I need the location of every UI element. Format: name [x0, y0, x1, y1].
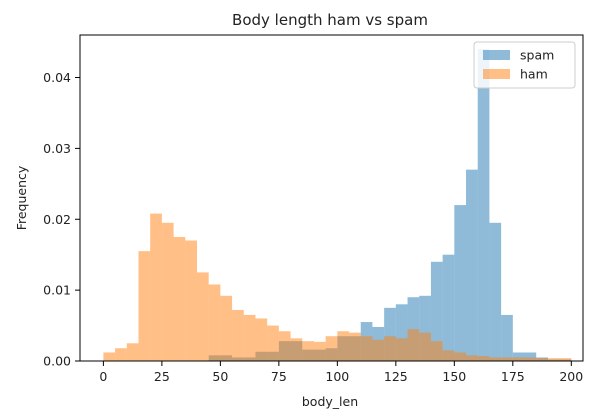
- spam-bar: [477, 49, 490, 361]
- ham-bar: [313, 341, 326, 361]
- x-tick-label: 150: [442, 369, 466, 384]
- spam-bar: [430, 261, 443, 361]
- ham-bar: [524, 357, 537, 361]
- x-axis: 0 25 50 75 100 125 150 175 200: [99, 361, 583, 384]
- ham-legend-label: ham: [520, 67, 548, 82]
- ham-bar: [547, 358, 560, 361]
- spam-bar: [524, 352, 537, 361]
- spam-bar: [512, 352, 525, 361]
- spam-bar: [489, 222, 502, 361]
- ham-bar: [454, 352, 467, 361]
- ham-bar: [161, 222, 174, 361]
- ham-bar: [232, 309, 244, 361]
- ham-bar: [395, 338, 408, 361]
- spam-bar: [419, 295, 431, 361]
- ham-bar: [466, 355, 478, 361]
- ham-bar: [325, 336, 338, 361]
- x-tick-label: 200: [559, 369, 583, 384]
- ham-bar: [115, 348, 127, 361]
- ham-bar: [185, 240, 197, 361]
- ham-bar: [103, 352, 116, 361]
- ham-bar: [372, 339, 385, 361]
- x-axis-label: body_len: [302, 394, 358, 409]
- ham-bar: [138, 251, 151, 361]
- spam-bar: [395, 304, 408, 361]
- spam-legend-swatch: [483, 50, 510, 60]
- y-tick-label: 0.03: [43, 141, 71, 156]
- bars-layer: [103, 49, 572, 361]
- ham-bar: [430, 341, 443, 361]
- ham-bar: [536, 358, 548, 361]
- y-tick-label: 0.02: [43, 212, 71, 227]
- ham-bar: [501, 357, 513, 361]
- ham-bar: [243, 314, 256, 361]
- spam-bar: [384, 307, 396, 361]
- spam-bar: [454, 205, 467, 361]
- chart-title: Body length ham vs spam: [232, 11, 428, 29]
- y-tick-label: 0.01: [43, 283, 71, 298]
- spam-bar: [442, 254, 455, 361]
- y-tick-label: 0.00: [43, 354, 71, 369]
- y-tick-label: 0.04: [43, 70, 71, 85]
- x-tick-label: 0: [99, 369, 107, 384]
- ham-bar: [126, 343, 139, 361]
- x-tick-label: 75: [271, 369, 287, 384]
- ham-bar: [512, 357, 525, 361]
- ham-bar: [173, 236, 186, 361]
- ham-bar: [278, 331, 291, 361]
- y-axis-label: Frequency: [14, 165, 29, 230]
- ham-bar: [349, 332, 361, 361]
- ham-bar: [220, 295, 233, 361]
- ham-bar: [302, 341, 314, 361]
- ham-bar: [360, 336, 373, 361]
- ham-bar: [384, 336, 396, 361]
- y-axis: 0.00 0.01 0.02 0.03 0.04: [43, 70, 80, 369]
- ham-bar: [267, 325, 279, 361]
- ham-bar: [337, 331, 350, 361]
- ham-bar: [208, 284, 221, 361]
- x-tick-label: 100: [325, 369, 349, 384]
- x-tick-label: 125: [384, 369, 408, 384]
- x-tick-label: 25: [154, 369, 170, 384]
- ham-bar: [442, 350, 455, 361]
- ham-bar: [489, 357, 502, 361]
- x-tick-label: 50: [212, 369, 228, 384]
- ham-bar: [150, 213, 162, 361]
- ham-bar: [477, 356, 490, 361]
- spam-bar: [466, 169, 478, 361]
- ham-bar: [419, 332, 431, 361]
- ham-bar: [407, 329, 420, 361]
- ham-bar: [255, 318, 268, 361]
- spam-legend-label: spam: [520, 48, 554, 63]
- legend: spam ham: [473, 41, 576, 89]
- ham-bar: [196, 272, 209, 361]
- ham-bar: [559, 358, 572, 361]
- ham-legend-swatch: [483, 69, 510, 79]
- plot-frame: [79, 34, 584, 362]
- x-tick-label: 175: [501, 369, 525, 384]
- spam-bar: [501, 314, 513, 361]
- ham-bar: [290, 338, 303, 361]
